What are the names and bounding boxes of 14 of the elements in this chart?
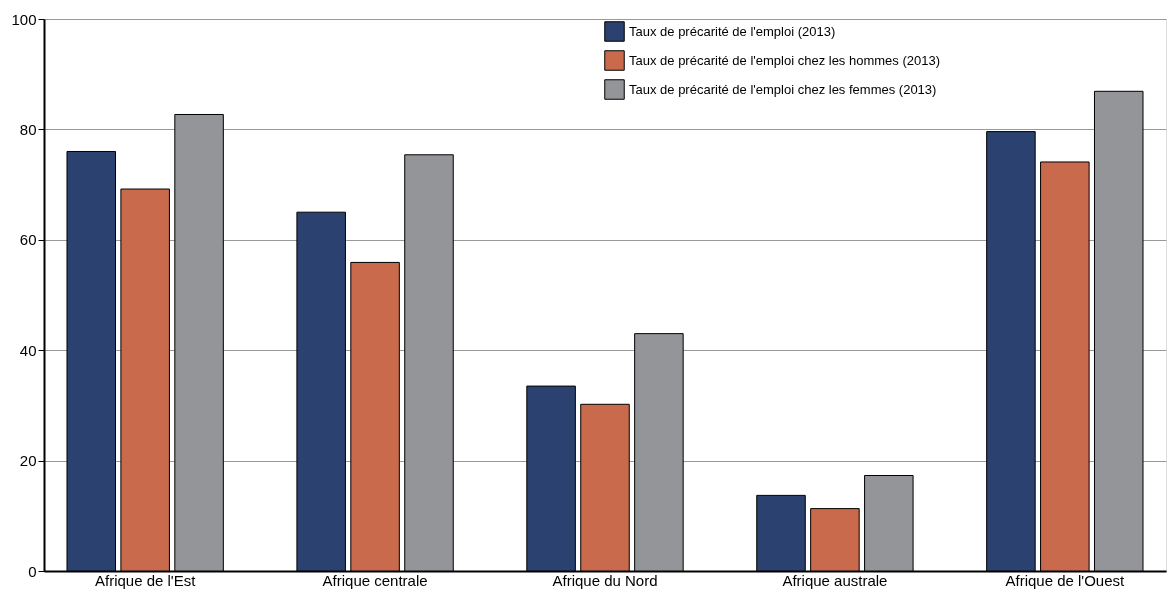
y-tick-label: 60 bbox=[19, 231, 37, 249]
legend-label: Taux de précarité de l'emploi chez les hommes (2013) bbox=[629, 52, 941, 68]
y-tick-label: 0 bbox=[28, 562, 37, 580]
x-tick-label: Afrique australe bbox=[782, 571, 888, 589]
legend-label: Taux de précarité de l'emploi (2013) bbox=[629, 23, 836, 39]
y-tick-label: 100 bbox=[11, 10, 37, 28]
x-tick-label: Afrique du Nord bbox=[552, 571, 658, 589]
x-tick-label: Afrique centrale bbox=[322, 571, 428, 589]
y-tick-label: 20 bbox=[19, 452, 37, 470]
legend-label: Taux de précarité de l'emploi chez les femmes (2013) bbox=[629, 81, 937, 97]
x-tick-label: Afrique de l'Ouest bbox=[1005, 571, 1126, 589]
y-tick-label: 80 bbox=[19, 120, 37, 138]
y-tick-label: 40 bbox=[19, 341, 37, 359]
x-tick-label: Afrique de l'Est bbox=[94, 571, 197, 589]
